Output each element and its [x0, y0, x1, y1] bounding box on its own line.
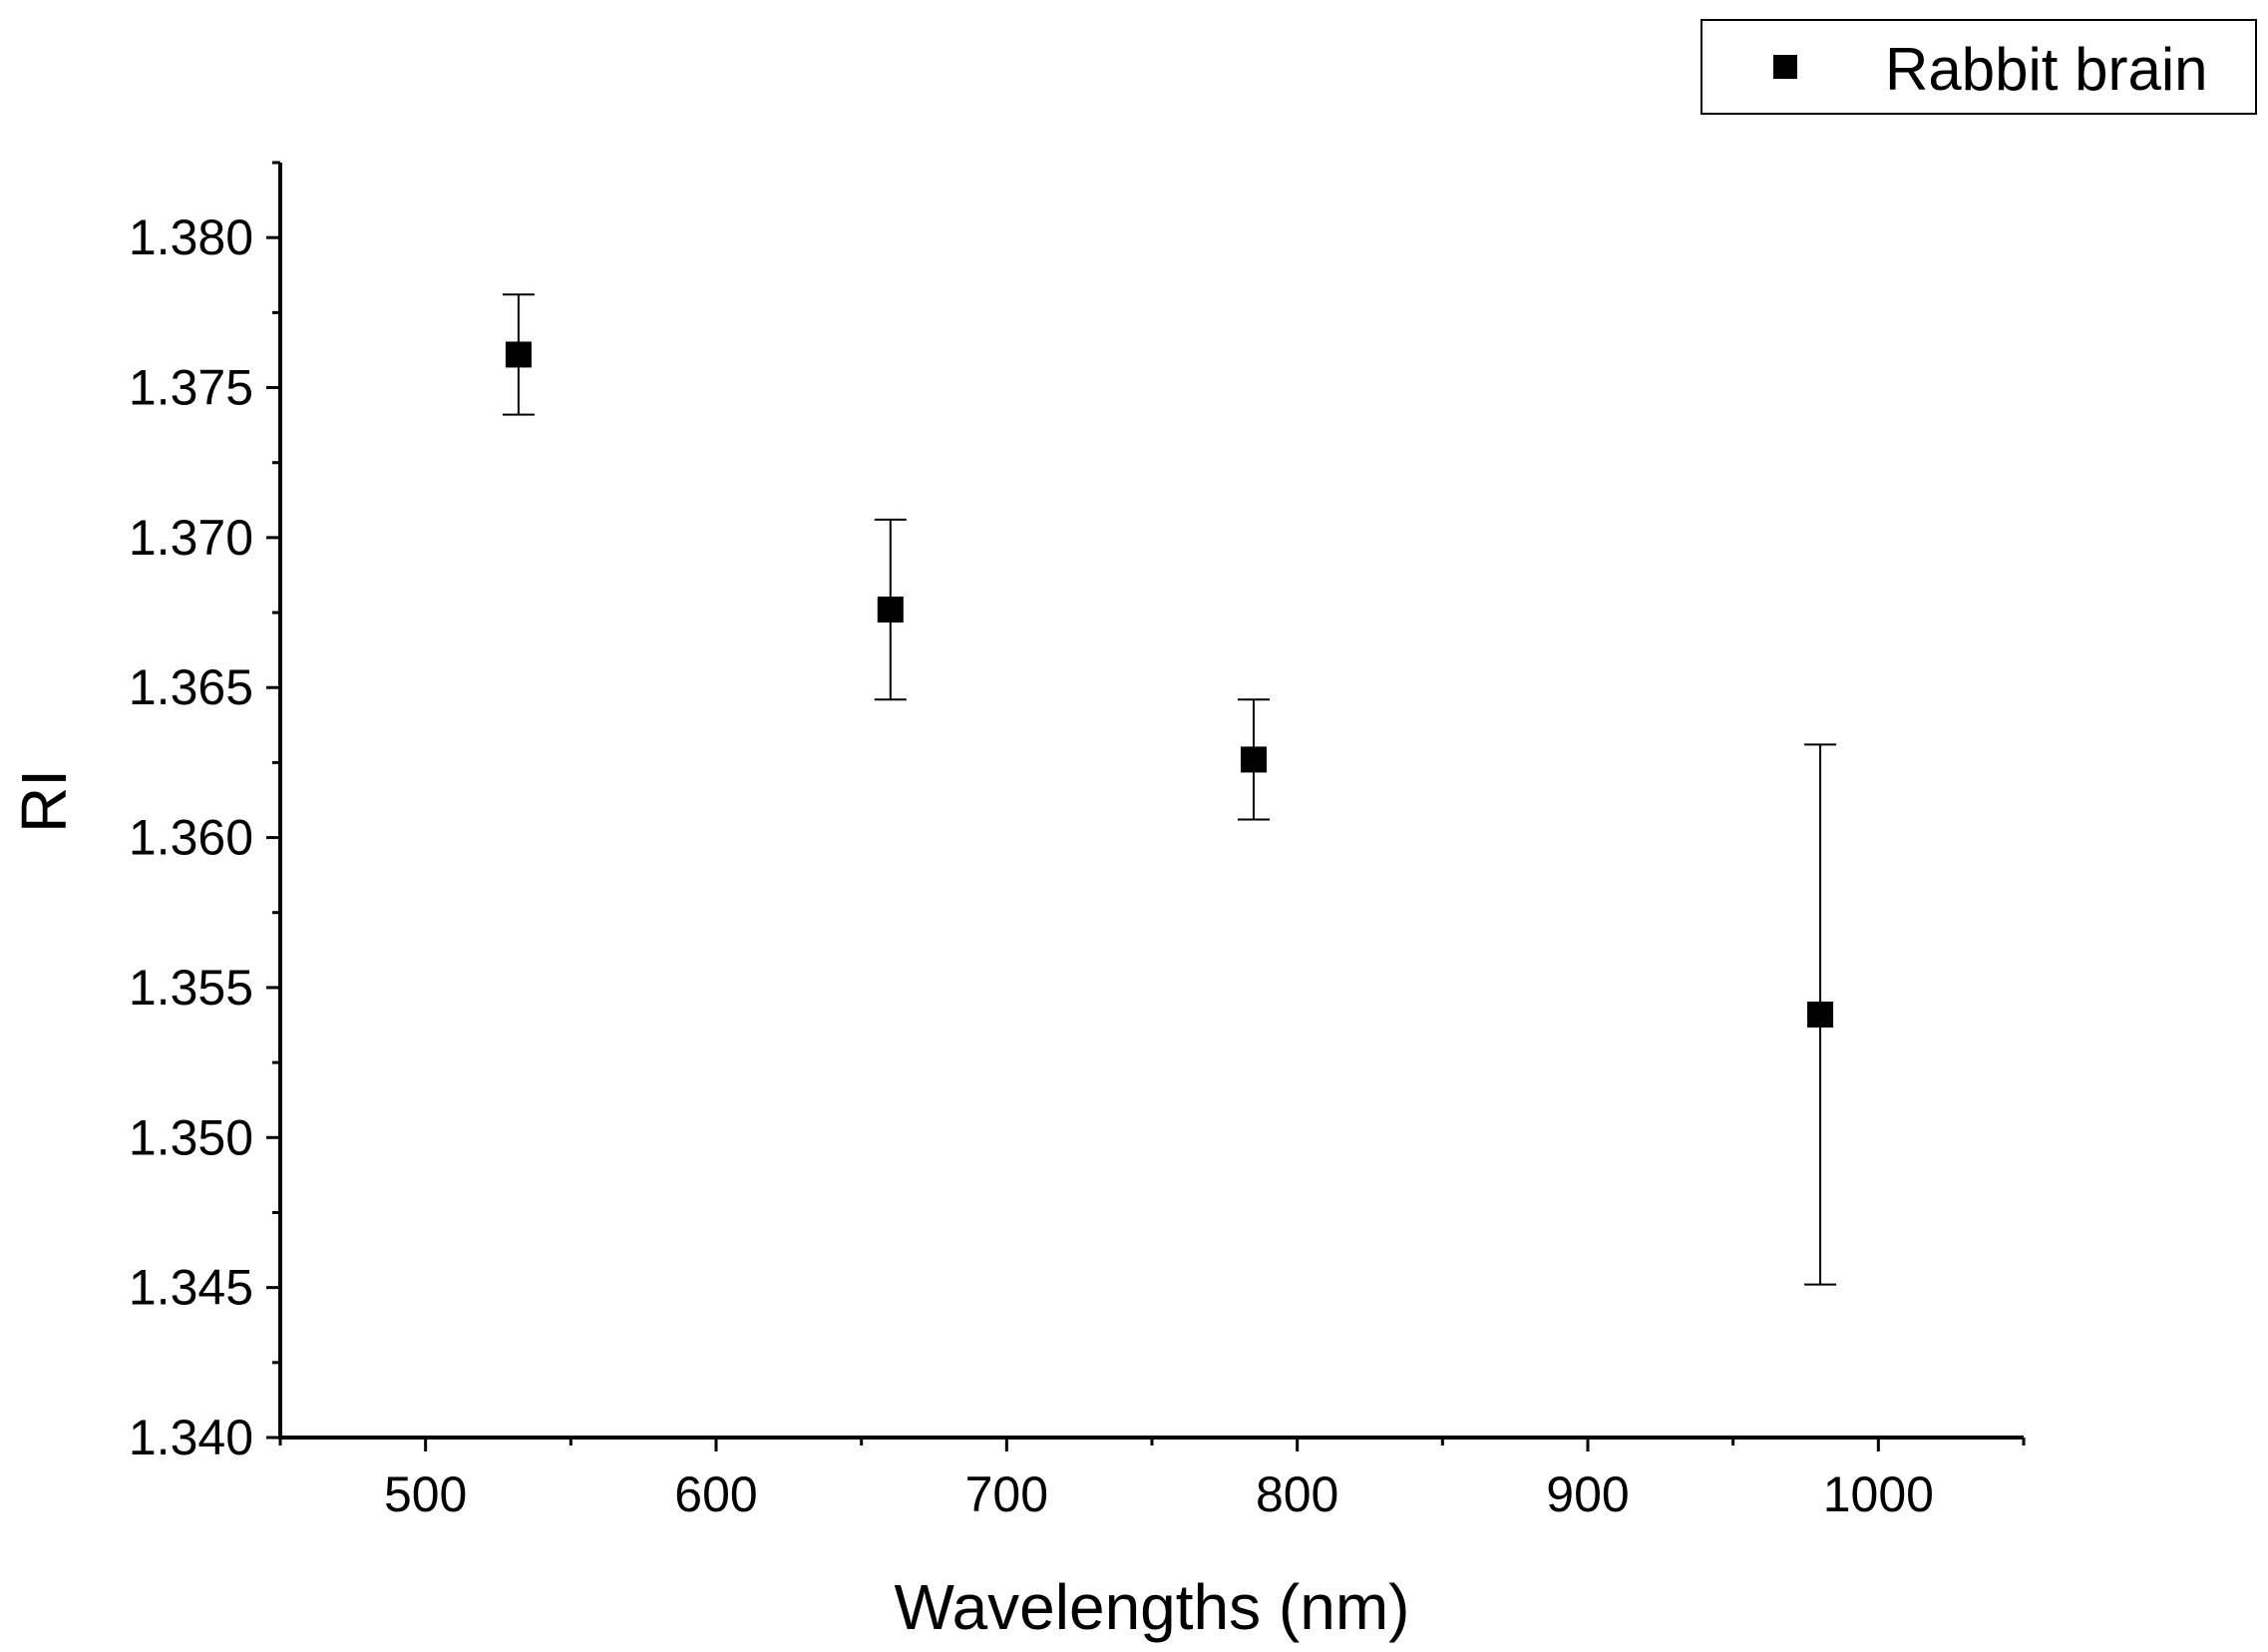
legend: Rabbit brain — [1701, 19, 2257, 115]
x-axis-title: Wavelengths (nm) — [895, 1571, 1410, 1643]
y-tick-label: 1.375 — [129, 360, 253, 416]
x-tick-label: 900 — [1546, 1466, 1629, 1522]
data-point — [1240, 746, 1267, 773]
legend-label: Rabbit brain — [1885, 36, 2208, 103]
y-ticks — [266, 161, 280, 1440]
x-tick-label: 1000 — [1823, 1466, 1934, 1522]
x-ticks — [278, 1438, 2026, 1451]
legend-marker — [1773, 55, 1797, 79]
y-tick-label: 1.370 — [129, 510, 253, 566]
y-axis-title: RI — [8, 769, 80, 833]
data-point — [505, 341, 532, 368]
y-tick-label: 1.345 — [129, 1260, 253, 1316]
data-point — [1807, 1002, 1834, 1029]
y-tick-label: 1.380 — [129, 209, 253, 265]
x-tick-label: 600 — [674, 1466, 757, 1522]
x-tick-label: 500 — [384, 1466, 467, 1522]
x-tick-label: 700 — [965, 1466, 1048, 1522]
y-tick-label: 1.350 — [129, 1109, 253, 1165]
y-tick-label: 1.360 — [129, 810, 253, 866]
error-bars — [502, 293, 1837, 1286]
y-tick-label: 1.365 — [129, 659, 253, 715]
y-tick-label: 1.340 — [129, 1410, 253, 1465]
axes — [278, 163, 2024, 1440]
data-point — [877, 597, 904, 623]
y-tick-label: 1.355 — [129, 960, 253, 1016]
data-points — [505, 341, 1834, 1029]
x-tick-label: 800 — [1256, 1466, 1338, 1522]
y-tick-labels: 1.340 1.345 1.350 1.355 1.360 1.365 1.370 1.375… — [129, 209, 253, 1465]
x-tick-labels: 500 600 700 800 900 1000 — [384, 1466, 1934, 1522]
